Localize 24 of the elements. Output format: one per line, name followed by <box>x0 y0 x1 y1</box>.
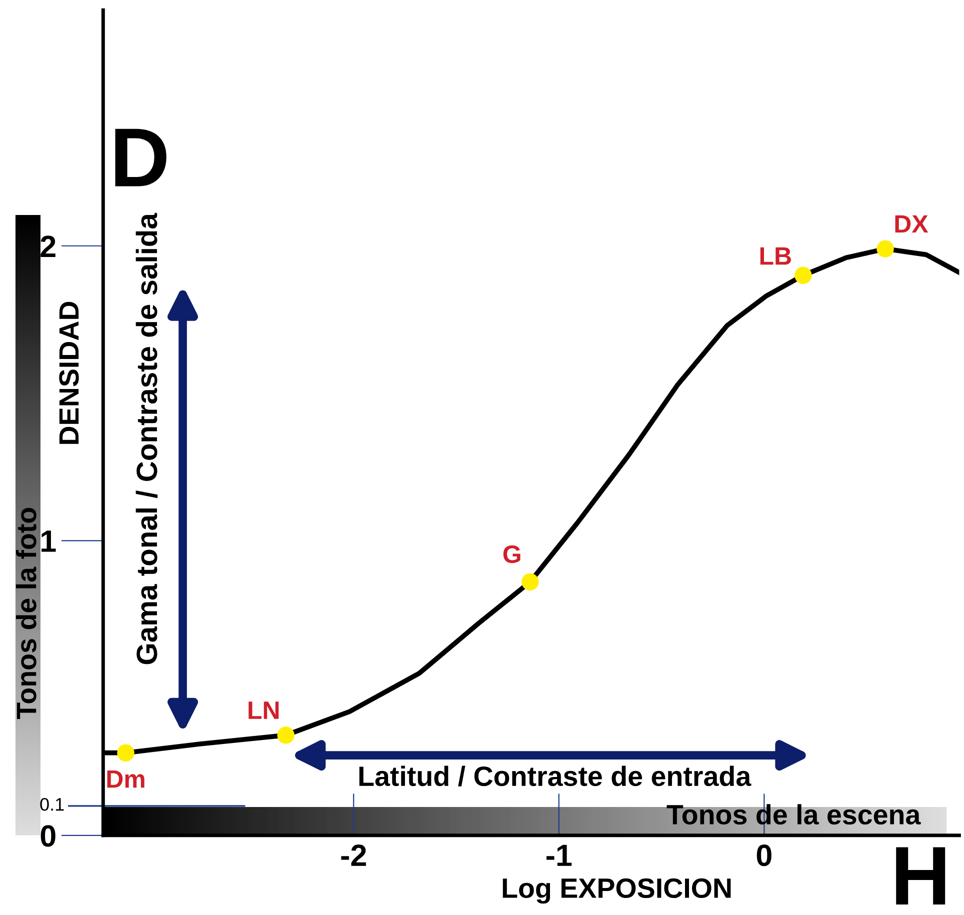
y-tick-label: 1 <box>42 530 56 552</box>
annotation: LN <box>248 702 279 719</box>
point <box>522 573 539 591</box>
x-axis-title: Log EXPOSICION <box>502 878 731 904</box>
x-tick-label: 0 <box>756 844 772 866</box>
annotation: G <box>503 545 520 564</box>
point <box>876 240 894 258</box>
y-axis-title: DENSIDAD <box>59 302 79 444</box>
point <box>794 266 812 284</box>
annotation: Dm <box>107 770 144 788</box>
annotation: Latitud / Contraste de entrada <box>359 766 752 786</box>
ref-line-label: 0.1 <box>40 798 64 811</box>
point <box>117 744 134 762</box>
annotation: D <box>115 128 166 186</box>
text: H <box>896 847 946 905</box>
x-tick-label: -2 <box>341 844 366 866</box>
annotation: Gama tonal / Contraste de salida <box>136 212 158 664</box>
text: Tonos de la foto <box>16 508 36 719</box>
y-tick-label: 2 <box>40 236 56 257</box>
annotation: LB <box>760 247 791 265</box>
y-tick-label: 0 <box>40 825 56 847</box>
x-tick-label: -1 <box>546 844 572 866</box>
annotation: DX <box>895 215 928 233</box>
point <box>277 726 294 744</box>
